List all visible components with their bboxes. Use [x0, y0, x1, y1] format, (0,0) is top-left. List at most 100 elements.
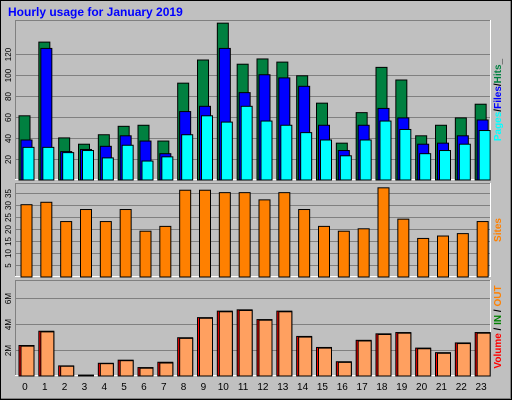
- bar-pages-5: [121, 144, 134, 181]
- bar-pages-8: [181, 134, 194, 181]
- bar-in-7: [159, 362, 174, 377]
- x-tick-label: 1: [42, 382, 48, 393]
- y-tick-label: 80: [4, 92, 13, 101]
- bar-pages-11: [240, 105, 253, 181]
- bar-in-18: [377, 333, 392, 377]
- bar-sites-18: [377, 187, 390, 278]
- bar-sites-3: [80, 209, 92, 278]
- side-label-part: /: [493, 327, 504, 330]
- x-tick-label: 17: [357, 382, 369, 393]
- x-tick-label: 20: [416, 382, 428, 393]
- bar-in-15: [318, 347, 332, 377]
- x-tick-label: 13: [277, 382, 289, 393]
- bar-in-16: [337, 361, 352, 377]
- bar-pages-6: [141, 160, 154, 181]
- bar-pages-13: [280, 124, 293, 181]
- side-label-part: Sites: [493, 218, 504, 242]
- x-tick-label: 3: [82, 382, 88, 393]
- x-tick-label: 4: [101, 382, 107, 393]
- bar-sites-2: [60, 221, 73, 278]
- bar-in-19: [397, 332, 412, 377]
- x-tick-label: 12: [257, 382, 269, 393]
- x-tick-label: 0: [22, 382, 28, 393]
- x-tick-label: 14: [297, 382, 309, 393]
- y-tick-label: 2M: [4, 345, 13, 356]
- bar-sites-6: [139, 230, 152, 278]
- panel-side-label-sites: Sites: [493, 218, 504, 242]
- side-label-part: Hits: [493, 64, 504, 83]
- bar-pages-1: [42, 146, 55, 181]
- x-tick-label: 7: [161, 382, 167, 393]
- y-tick-label: 6M: [4, 293, 13, 304]
- bar-in-21: [437, 352, 451, 377]
- side-label-part: Volume: [493, 330, 504, 368]
- y-tick-label: 40: [4, 134, 13, 143]
- bar-sites-12: [258, 199, 271, 278]
- chart-title: Hourly usage for January 2019: [8, 5, 183, 19]
- side-label-part: IN: [493, 312, 504, 328]
- bar-pages-19: [399, 128, 412, 181]
- x-tick-label: 22: [456, 382, 468, 393]
- bar-sites-8: [179, 189, 192, 278]
- bar-pages-0: [22, 146, 35, 181]
- side-label-part: /: [493, 83, 504, 86]
- y-tick-label: 100: [4, 68, 13, 82]
- x-tick-label: 21: [436, 382, 448, 393]
- y-tick-label: 30: [4, 201, 13, 210]
- bar-pages-7: [161, 156, 174, 181]
- bar-in-3: [80, 374, 94, 377]
- bar-in-5: [119, 360, 134, 377]
- bar-sites-20: [417, 237, 430, 278]
- x-tick-label: 10: [218, 382, 230, 393]
- bar-pages-22: [458, 143, 471, 181]
- x-tick-label: 2: [62, 382, 68, 393]
- plot-area-volume: [15, 280, 491, 376]
- y-tick-label: 15: [4, 237, 13, 246]
- bar-sites-10: [218, 192, 231, 278]
- x-tick-label: 19: [396, 382, 408, 393]
- bar-in-8: [179, 337, 194, 377]
- bar-sites-21: [437, 235, 449, 278]
- y-tick-label: 120: [4, 47, 13, 61]
- bar-pages-16: [339, 155, 352, 181]
- bar-in-4: [99, 363, 114, 377]
- bar-pages-10: [220, 121, 233, 181]
- bar-pages-14: [300, 132, 313, 181]
- bar-in-13: [278, 311, 293, 377]
- bar-pages-12: [260, 120, 273, 181]
- plot-area-hits-files-pages: [15, 20, 491, 180]
- x-tick-label: 8: [181, 382, 187, 393]
- bar-sites-7: [159, 225, 172, 278]
- bar-sites-9: [199, 189, 211, 278]
- bar-pages-18: [379, 120, 392, 181]
- side-label-part: /: [493, 109, 504, 112]
- bar-pages-9: [201, 115, 213, 181]
- bar-in-1: [40, 331, 55, 377]
- y-tick-label: 20: [4, 225, 13, 234]
- bar-in-6: [139, 367, 154, 377]
- side-label-part: _: [493, 58, 504, 65]
- y-tick-label: 10: [4, 249, 13, 258]
- x-tick-label: 23: [476, 382, 488, 393]
- bar-sites-23: [476, 221, 489, 278]
- bar-in-11: [238, 309, 253, 377]
- x-tick-label: 18: [376, 382, 388, 393]
- bar-sites-0: [20, 204, 33, 278]
- bar-sites-22: [456, 233, 469, 278]
- side-label-part: Pages: [493, 111, 504, 141]
- bar-pages-20: [419, 153, 432, 181]
- bar-sites-17: [357, 228, 370, 278]
- y-tick-label: 4M: [4, 319, 13, 330]
- x-tick-label: 6: [141, 382, 147, 393]
- bar-sites-13: [278, 192, 291, 278]
- y-tick-label: 20: [4, 155, 13, 164]
- side-label-part: OUT: [493, 285, 504, 309]
- x-tick-label: 11: [238, 382, 249, 393]
- panel-side-label-volume: Volume / IN / OUT: [493, 285, 504, 368]
- bar-sites-19: [397, 218, 410, 278]
- bar-in-12: [258, 319, 273, 377]
- y-tick-label: 5: [4, 263, 13, 268]
- bar-in-2: [60, 365, 75, 377]
- x-tick-label: 15: [317, 382, 329, 393]
